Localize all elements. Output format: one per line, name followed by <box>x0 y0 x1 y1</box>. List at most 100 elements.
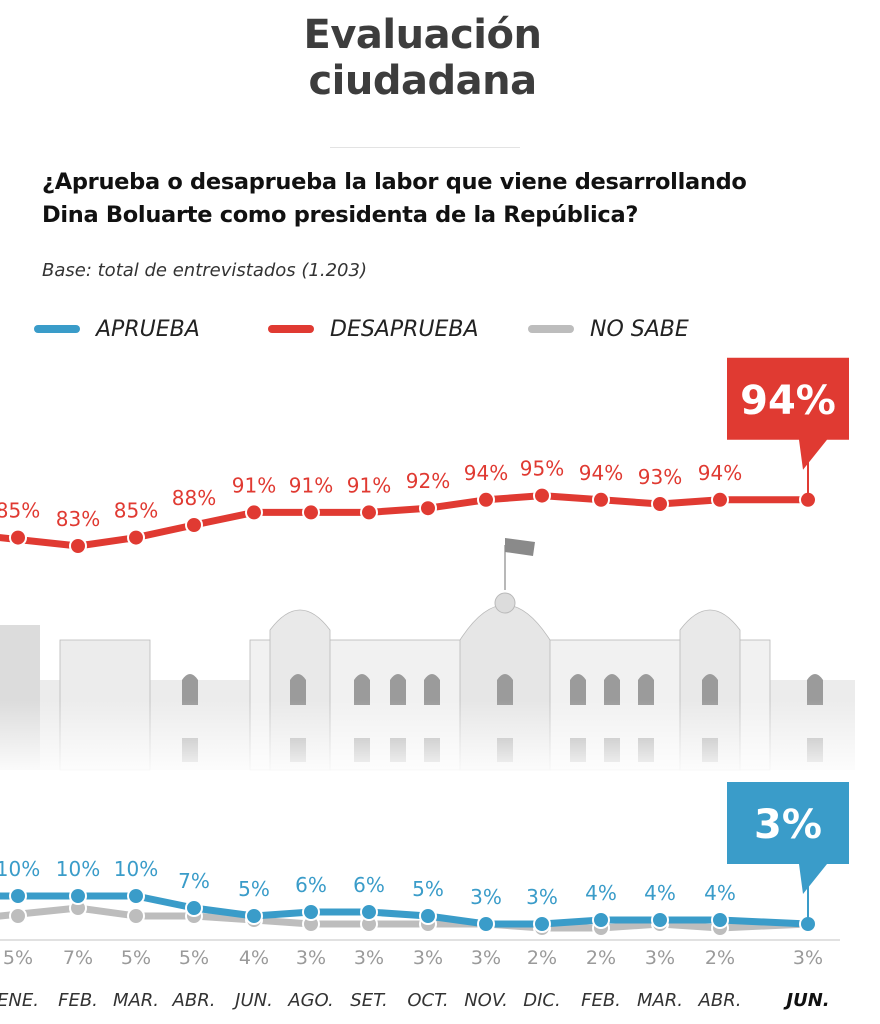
x-tick-label: ABR. <box>172 990 216 1011</box>
data-point-aprueba <box>127 887 145 905</box>
data-label-desaprueba: 94% <box>698 461 742 485</box>
data-label-aprueba: 6% <box>353 873 385 897</box>
palace-upper-window <box>354 674 370 705</box>
callout-desaprueba: 94% <box>727 357 849 494</box>
data-label-no-sabe: 2% <box>527 947 557 969</box>
data-label-desaprueba: 94% <box>579 461 623 485</box>
legend-swatch-aprueba <box>34 325 80 333</box>
data-label-no-sabe: 7% <box>63 947 93 969</box>
x-tick-label: ABR. <box>698 990 742 1011</box>
question-line-1: ¿Aprueba o desaprueba la labor que viene… <box>42 169 747 195</box>
title-divider <box>330 147 520 148</box>
series-line-aprueba <box>0 892 812 928</box>
legend-item-no-sabe: NO SABE <box>528 312 689 346</box>
legend-label-desaprueba: DESAPRUEBA <box>330 316 479 342</box>
data-label-aprueba: 7% <box>178 869 210 893</box>
data-label-desaprueba: 83% <box>56 507 100 531</box>
data-label-aprueba: 3% <box>526 885 558 909</box>
data-label-no-sabe: 3% <box>793 947 823 969</box>
palace-upper-window <box>290 674 306 705</box>
data-label-aprueba: 10% <box>0 857 40 881</box>
x-tick-label: FEB. <box>581 990 621 1011</box>
data-label-aprueba: 5% <box>238 877 270 901</box>
data-point-desaprueba <box>592 490 610 509</box>
data-label-desaprueba: 88% <box>172 486 216 510</box>
palace-upper-window <box>424 674 440 705</box>
data-point-aprueba <box>9 887 27 905</box>
data-label-no-sabe: 3% <box>471 947 501 969</box>
data-point-desaprueba <box>360 503 378 522</box>
data-label-desaprueba: 94% <box>464 461 508 485</box>
series-line-desaprueba <box>0 492 812 550</box>
palace-upper-window <box>570 674 586 705</box>
data-label-aprueba: 4% <box>704 881 736 905</box>
callout-aprueba: 3% <box>727 782 849 918</box>
government-palace-illustration <box>0 538 880 780</box>
line-chart: 10% 10% 10% 7% 5% 6% 6% 5% 3% 3% 4% 4% 4% 85% 83% 85% 88… <box>0 357 880 1011</box>
data-point-aprueba <box>592 911 610 929</box>
data-point-aprueba <box>799 915 817 933</box>
data-label-no-sabe: 3% <box>413 947 443 969</box>
x-tick-label: JUN. <box>783 990 829 1011</box>
series-aprueba <box>0 887 817 933</box>
callout-box-aprueba <box>727 782 849 894</box>
callout-value-desaprueba: 94% <box>740 378 836 424</box>
palace-upper-window <box>390 674 406 705</box>
data-label-aprueba: 3% <box>470 885 502 909</box>
palace-upper-window <box>604 674 620 705</box>
legend-label-aprueba: APRUEBA <box>96 316 200 342</box>
data-point-desaprueba <box>127 528 145 547</box>
data-point-desaprueba <box>477 490 495 509</box>
data-label-no-sabe: 5% <box>121 947 151 969</box>
data-label-aprueba: 10% <box>56 857 100 881</box>
palace-upper-window <box>807 674 823 705</box>
legend-swatch-desaprueba <box>268 325 314 333</box>
data-point-aprueba <box>533 915 551 933</box>
data-label-no-sabe: 2% <box>586 947 616 969</box>
x-tick-label: DIC. <box>523 990 560 1011</box>
data-label-desaprueba: 95% <box>520 457 564 481</box>
data-point-desaprueba <box>302 503 320 522</box>
data-label-desaprueba: 92% <box>406 469 450 493</box>
x-tick-label: FEB. <box>58 990 98 1011</box>
x-tick-label: OCT. <box>407 990 448 1011</box>
question-line-2: Dina Boluarte como presidenta de la Repú… <box>42 202 639 228</box>
data-point-desaprueba <box>69 537 87 555</box>
data-point-aprueba <box>69 887 87 905</box>
x-tick-label: SET. <box>350 990 387 1011</box>
data-point-desaprueba <box>651 495 669 513</box>
survey-question: ¿Aprueba o desaprueba la labor que viene… <box>42 166 842 232</box>
data-label-aprueba: 10% <box>114 857 158 881</box>
data-point-desaprueba <box>185 516 203 534</box>
legend-item-aprueba: APRUEBA <box>34 312 200 346</box>
data-label-no-sabe: 2% <box>705 947 735 969</box>
data-point-aprueba <box>651 911 669 929</box>
data-label-no-sabe: 3% <box>296 947 326 969</box>
palace-upper-window <box>182 674 198 705</box>
data-label-aprueba: 4% <box>644 881 676 905</box>
series-line-no-sabe <box>0 904 812 932</box>
data-point-aprueba <box>245 907 263 925</box>
data-point-desaprueba <box>799 490 817 509</box>
data-point-aprueba <box>419 907 437 925</box>
data-point-desaprueba <box>9 528 27 547</box>
data-point-desaprueba <box>711 490 729 509</box>
flag <box>505 538 535 556</box>
data-point-aprueba <box>185 899 203 917</box>
data-label-aprueba: 4% <box>585 881 617 905</box>
x-tick-label: AGO. <box>287 990 333 1011</box>
title-line-1: Evaluación <box>303 12 542 58</box>
x-tick-label: MAR. <box>637 990 683 1011</box>
page-title: Evaluación ciudadana <box>0 12 845 104</box>
x-tick-label: JUN. <box>232 990 273 1011</box>
data-label-no-sabe: 5% <box>179 947 209 969</box>
data-label-desaprueba: 85% <box>0 499 40 523</box>
x-tick-label: NOV. <box>464 990 508 1011</box>
data-point-desaprueba <box>533 486 551 505</box>
data-point-desaprueba <box>419 499 437 518</box>
data-label-desaprueba: 85% <box>114 499 158 523</box>
palace-upper-window <box>497 674 513 705</box>
x-tick-label: ENE. <box>0 990 39 1011</box>
data-label-no-sabe: 4% <box>239 947 269 969</box>
callout-value-aprueba: 3% <box>754 802 822 848</box>
